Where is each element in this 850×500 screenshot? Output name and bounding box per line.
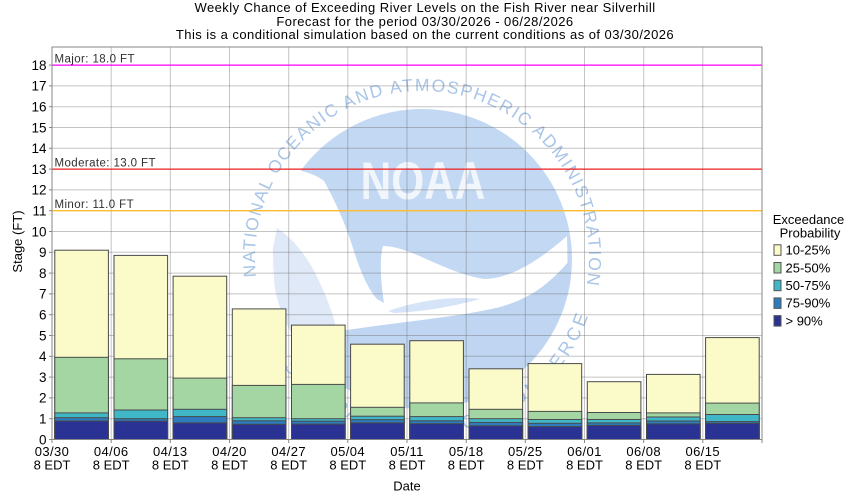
- svg-text:25-50%: 25-50%: [786, 260, 831, 275]
- svg-text:> 90%: > 90%: [786, 313, 824, 328]
- svg-text:Probability: Probability: [780, 225, 841, 240]
- svg-text:Moderate: 13.0 FT: Moderate: 13.0 FT: [55, 158, 156, 170]
- svg-text:03/30: 03/30: [35, 444, 70, 459]
- svg-text:Stage (FT): Stage (FT): [10, 210, 25, 272]
- svg-text:05/18: 05/18: [449, 444, 484, 459]
- svg-text:50-75%: 50-75%: [786, 278, 831, 293]
- svg-text:Major: 18.0 FT: Major: 18.0 FT: [55, 54, 135, 66]
- svg-text:06/15: 06/15: [686, 444, 721, 459]
- svg-text:17: 17: [31, 79, 46, 94]
- svg-text:10-25%: 10-25%: [786, 243, 831, 258]
- svg-text:16: 16: [31, 100, 46, 115]
- svg-text:15: 15: [31, 120, 46, 135]
- svg-text:8 EDT: 8 EDT: [93, 458, 130, 473]
- svg-text:18: 18: [31, 58, 46, 73]
- svg-text:11: 11: [32, 204, 46, 219]
- svg-text:9: 9: [39, 245, 47, 260]
- svg-text:4: 4: [39, 349, 47, 364]
- svg-text:Date: Date: [393, 479, 420, 494]
- svg-text:05/04: 05/04: [331, 444, 366, 459]
- svg-text:8 EDT: 8 EDT: [625, 458, 662, 473]
- svg-text:04/06: 04/06: [94, 444, 129, 459]
- svg-text:8 EDT: 8 EDT: [152, 458, 189, 473]
- svg-text:04/27: 04/27: [271, 444, 306, 459]
- svg-text:05/11: 05/11: [390, 444, 424, 459]
- svg-text:NOAA: NOAA: [361, 153, 486, 212]
- svg-text:8 EDT: 8 EDT: [34, 458, 71, 473]
- svg-text:8 EDT: 8 EDT: [684, 458, 721, 473]
- svg-text:0: 0: [39, 432, 47, 447]
- svg-text:10: 10: [31, 224, 46, 239]
- svg-text:8: 8: [39, 266, 47, 281]
- svg-text:1: 1: [39, 412, 47, 427]
- svg-text:04/13: 04/13: [153, 444, 188, 459]
- svg-text:14: 14: [31, 141, 47, 156]
- svg-text:Minor: 11.0 FT: Minor: 11.0 FT: [55, 199, 135, 211]
- svg-text:05/25: 05/25: [508, 444, 543, 459]
- svg-text:04/20: 04/20: [212, 444, 247, 459]
- svg-text:8 EDT: 8 EDT: [389, 458, 426, 473]
- svg-text:13: 13: [31, 162, 46, 177]
- svg-text:2: 2: [39, 391, 47, 406]
- svg-text:7: 7: [39, 287, 47, 302]
- svg-text:8 EDT: 8 EDT: [211, 458, 248, 473]
- svg-text:6: 6: [39, 308, 47, 323]
- svg-text:8 EDT: 8 EDT: [448, 458, 485, 473]
- svg-text:3: 3: [39, 370, 47, 385]
- svg-text:8 EDT: 8 EDT: [507, 458, 544, 473]
- svg-text:12: 12: [31, 183, 46, 198]
- svg-text:5: 5: [39, 328, 47, 343]
- svg-text:75-90%: 75-90%: [786, 296, 831, 311]
- svg-text:8 EDT: 8 EDT: [329, 458, 366, 473]
- svg-text:06/08: 06/08: [626, 444, 661, 459]
- svg-text:Exceedance: Exceedance: [773, 212, 845, 227]
- svg-text:8 EDT: 8 EDT: [270, 458, 307, 473]
- svg-text:06/01: 06/01: [567, 444, 602, 459]
- svg-text:8 EDT: 8 EDT: [566, 458, 603, 473]
